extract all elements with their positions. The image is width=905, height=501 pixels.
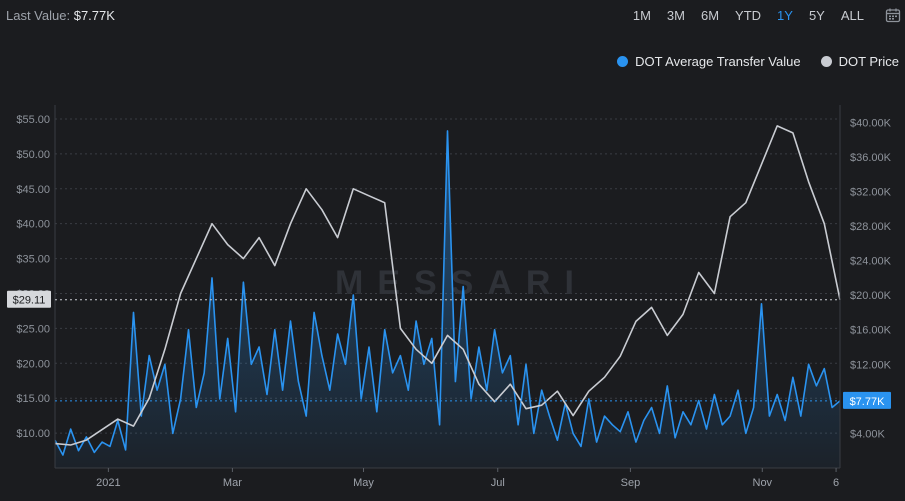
range-button-6m[interactable]: 6M xyxy=(700,8,720,23)
y-right-tick: $32.00K xyxy=(850,186,892,198)
x-tick-label: Sep xyxy=(621,477,641,489)
y-left-tick: $40.00 xyxy=(16,219,50,231)
legend-dot-price xyxy=(820,56,832,67)
chart-legend: DOT Average Transfer Value DOT Price xyxy=(617,54,899,69)
legend-item-transfer[interactable]: DOT Average Transfer Value xyxy=(617,54,801,69)
price-current-tag xyxy=(7,290,51,308)
y-right-tick: $24.00K xyxy=(850,256,892,268)
y-right-tick: $16.00K xyxy=(850,325,892,337)
y-left-tick: $10.00 xyxy=(16,428,50,440)
x-tick-label: 2021 xyxy=(96,477,120,489)
last-value-amount: $7.77K xyxy=(73,8,115,23)
calendar-icon[interactable] xyxy=(885,7,901,23)
x-tick-label: 6 xyxy=(833,477,839,489)
range-selector: 1M 3M 6M YTD 1Y 5Y ALL xyxy=(625,8,872,23)
transfer-current-tag-label: $7.77K xyxy=(850,396,886,408)
top-bar: Last Value: $7.77K 1M 3M 6M YTD 1Y 5Y ALL xyxy=(0,0,905,34)
transfer-current-tag xyxy=(843,391,891,409)
range-button-ytd[interactable]: YTD xyxy=(735,8,762,23)
y-left-tick: $35.00 xyxy=(16,254,50,266)
legend-label-transfer: DOT Average Transfer Value xyxy=(635,54,801,69)
y-left-tick: $45.00 xyxy=(16,184,50,196)
y-right-tick: $36.00K xyxy=(850,152,892,164)
range-button-3m[interactable]: 3M xyxy=(666,8,685,23)
y-left-tick: $15.00 xyxy=(16,393,50,405)
y-right-tick: $20.00K xyxy=(850,290,892,302)
price-current-tag-label: $29.11 xyxy=(13,295,46,307)
legend-label-price: DOT Price xyxy=(838,54,899,69)
range-button-1y[interactable]: 1Y xyxy=(777,8,793,23)
y-right-tick: $4.00K xyxy=(850,428,886,440)
y-right-tick: $40.00K xyxy=(850,117,892,129)
y-left-tick: $55.00 xyxy=(16,114,50,126)
legend-item-price[interactable]: DOT Price xyxy=(820,54,899,69)
y-right-tick: $12.00K xyxy=(850,359,892,371)
x-tick-label: Jul xyxy=(491,477,505,489)
y-left-tick: $50.00 xyxy=(16,149,50,161)
x-tick-label: May xyxy=(353,477,374,489)
y-right-tick: $28.00K xyxy=(850,221,892,233)
watermark: MESSARI xyxy=(335,264,588,302)
x-tick-label: Mar xyxy=(223,477,242,489)
series-area-transfer xyxy=(55,130,840,468)
series-line-transfer[interactable] xyxy=(54,130,841,456)
last-value-label: Last Value: xyxy=(6,8,71,23)
y-left-tick: $20.00 xyxy=(16,358,50,370)
y-left-tick: $25.00 xyxy=(16,323,50,335)
last-value: Last Value: $7.77K xyxy=(6,8,115,23)
series-line-price[interactable] xyxy=(54,125,841,446)
range-button-5y[interactable]: 5Y xyxy=(808,8,825,23)
x-tick-label: Nov xyxy=(753,477,773,489)
legend-dot-transfer xyxy=(617,56,629,67)
range-button-all[interactable]: ALL xyxy=(840,8,864,23)
range-button-1m[interactable]: 1M xyxy=(632,8,651,23)
